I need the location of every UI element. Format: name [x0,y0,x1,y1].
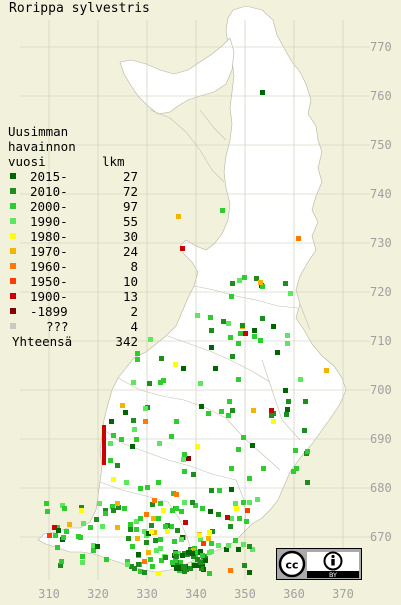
legend-row: 1990- 55 [8,214,138,229]
coordinate-grid [20,20,370,580]
license-badge: cc BY [276,548,362,580]
legend-total-value: 342 [115,334,138,349]
x-tick-label: 350 [234,587,256,601]
y-tick-label: 690 [370,432,392,446]
y-tick-label: 730 [370,236,392,250]
legend-row: 1970- 24 [8,244,138,259]
legend-swatch [10,218,16,224]
legend-count: 2 [130,304,138,319]
legend-count: 4 [130,319,138,334]
map-title: Rorippa sylvestris [9,1,150,16]
y-tick-label: 700 [370,383,392,397]
y-tick-label: 740 [370,187,392,201]
legend-row: -1899 2 [8,304,138,319]
legend-total-row: Yhteensä 342 [8,334,138,349]
y-tick-label: 680 [370,481,392,495]
legend-swatch [10,293,16,299]
y-tick-label: 670 [370,530,392,544]
legend-count: 55 [122,214,138,229]
legend-count: 24 [122,244,138,259]
x-axis-ticks: 310 320 330 340 350 360 370 [38,587,354,601]
legend-swatch [10,173,16,179]
legend-total-label: Yhteensä [12,334,73,349]
legend-swatch [10,263,16,269]
legend-row: 1900- 13 [8,289,138,304]
legend-count: 8 [130,259,138,274]
y-tick-label: 760 [370,89,392,103]
legend-count: 27 [122,169,138,184]
cc-by-icon: cc BY [277,549,361,579]
legend-swatch [10,323,16,329]
legend-label: 1900- [30,289,68,304]
legend-row: 2015- 27 [8,169,138,184]
legend-heading-year: vuosi [8,154,46,169]
legend-label: 2000- [30,199,68,214]
x-tick-label: 310 [38,587,60,601]
legend-label: 2015- [30,169,68,184]
by-text: BY [329,571,337,579]
legend-label: 1950- [30,274,68,289]
legend-row: 1950- 10 [8,274,138,289]
legend-label: 1960- [30,259,68,274]
legend-count: 72 [122,184,138,199]
finland-arm [119,37,235,115]
legend-count: 30 [122,229,138,244]
x-tick-label: 330 [136,587,158,601]
legend-row: 1960- 8 [8,259,138,274]
legend-heading-3: vuosi lkm [8,154,125,169]
observation-dots [44,90,329,576]
legend-rows: 2015- 27 2010- 72 2000- 97 1990- 55 1980- 30 1970-… [8,169,138,334]
y-axis-ticks: 770 760 750 740 730 720 710 700 690 680 670 [370,40,392,544]
legend-label: ??? [46,319,69,334]
legend-row: ??? 4 [8,319,138,334]
y-tick-label: 770 [370,40,392,54]
x-tick-label: 360 [283,587,305,601]
legend-count: 13 [122,289,138,304]
legend-row: 2010- 72 [8,184,138,199]
legend: Uusimman havainnon vuosi lkm 2015- 27 2010… [8,124,138,349]
y-tick-label: 710 [370,334,392,348]
legend-swatch [10,248,16,254]
legend-heading-1: Uusimman [8,124,69,139]
legend-swatch [10,233,16,239]
legend-swatch [10,308,16,314]
x-tick-label: 320 [87,587,109,601]
legend-heading-2: havainnon [8,139,76,154]
legend-label: 1980- [30,229,68,244]
legend-count: 97 [122,199,138,214]
legend-count-heading: lkm [102,154,125,169]
legend-label: 2010- [30,184,68,199]
legend-label: 1990- [30,214,68,229]
y-tick-label: 750 [370,138,392,152]
legend-swatch [10,188,16,194]
legend-label: 1970- [30,244,68,259]
legend-count: 10 [122,274,138,289]
cc-text: cc [285,559,298,572]
legend-label: -1899 [30,304,68,319]
finland-land [37,5,347,573]
legend-swatch [10,203,16,209]
legend-row: 1980- 30 [8,229,138,244]
x-tick-label: 370 [332,587,354,601]
legend-swatch [10,278,16,284]
y-tick-label: 720 [370,285,392,299]
legend-row: 2000- 97 [8,199,138,214]
x-tick-label: 340 [185,587,207,601]
